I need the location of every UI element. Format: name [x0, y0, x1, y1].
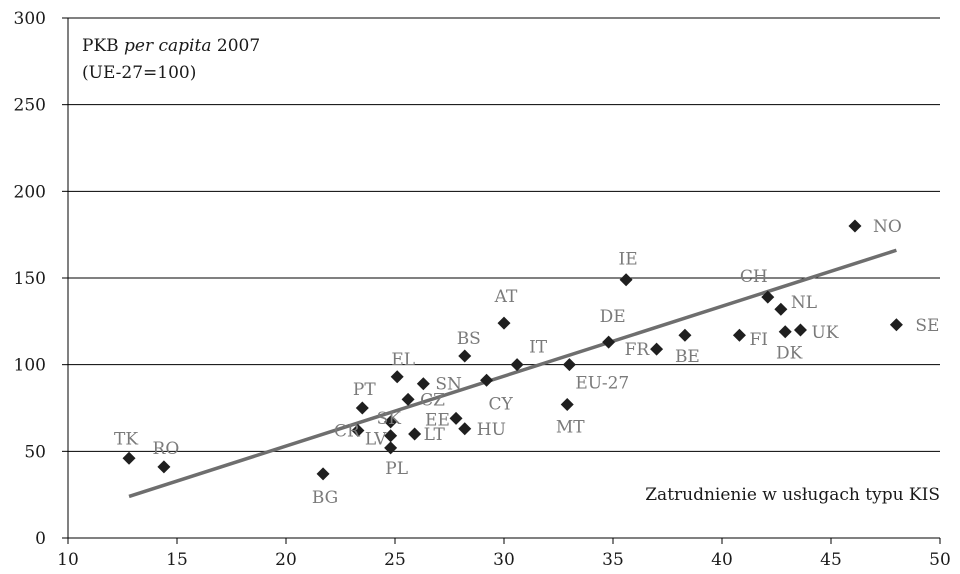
gridlines	[68, 17, 940, 452]
point-label-cr: CR	[334, 422, 361, 442]
point-at	[497, 316, 511, 330]
point-no	[848, 219, 862, 233]
point-label-at: AT	[494, 287, 518, 307]
trendline	[128, 248, 897, 499]
chart-title-main: PKB	[82, 36, 124, 56]
x-tick-label-25: 25	[384, 550, 406, 570]
point-label-pl: PL	[385, 459, 408, 479]
point-tk	[122, 451, 136, 465]
point-cr	[351, 424, 365, 438]
point-label-be: BE	[675, 347, 700, 367]
x-axis-label: Zatrudnienie w usługach typu KIS	[645, 485, 940, 505]
chart-title-italic: per capita	[124, 36, 211, 56]
point-label-ro: RO	[153, 439, 180, 459]
point-label-cz: CZ	[420, 390, 445, 410]
point-label-sk: SK	[377, 409, 402, 429]
point-sk	[384, 415, 398, 429]
point-cy	[480, 373, 494, 387]
point-cz	[401, 392, 415, 406]
y-tick-label-150: 150	[14, 269, 46, 289]
point-lv	[384, 429, 398, 443]
point-dk	[778, 325, 792, 339]
point-label-ie: IE	[619, 250, 638, 270]
point-de	[602, 335, 616, 349]
point-label-ee: EE	[425, 410, 450, 430]
point-label-eu-27: EU-27	[575, 374, 629, 394]
point-pt	[355, 401, 369, 415]
axes	[62, 17, 941, 544]
point-lt	[408, 427, 422, 441]
point-ch	[761, 290, 775, 304]
point-label-hu: HU	[477, 420, 506, 440]
point-fi	[732, 328, 746, 342]
point-label-uk: UK	[811, 323, 838, 343]
chart-title-year: 2007	[211, 36, 260, 56]
x-tick-label-10: 10	[57, 550, 79, 570]
point-label-bg: BG	[312, 488, 338, 508]
point-bs	[458, 349, 472, 363]
point-el	[390, 370, 404, 384]
point-pl	[384, 441, 398, 455]
chart-title: PKB per capita 2007	[82, 36, 260, 56]
point-label-se: SE	[915, 316, 939, 336]
point-ro	[157, 460, 171, 474]
x-tick-label-45: 45	[820, 550, 842, 570]
point-label-tk: TK	[114, 429, 138, 449]
trendline-layer	[128, 248, 897, 499]
point-label-nl: NL	[791, 293, 817, 313]
point-se	[889, 318, 903, 332]
point-label-bs: BS	[457, 329, 481, 349]
x-tick-label-35: 35	[602, 550, 624, 570]
point-uk	[793, 323, 807, 337]
point-label-dk: DK	[776, 344, 803, 364]
point-it	[510, 358, 524, 372]
point-label-pt: PT	[353, 380, 376, 400]
point-sn	[416, 377, 430, 391]
y-tick-label-50: 50	[24, 442, 46, 462]
y-tick-label-300: 300	[14, 9, 46, 29]
y-tick-label-0: 0	[35, 529, 46, 549]
x-tick-label-20: 20	[275, 550, 297, 570]
point-ee	[449, 411, 463, 425]
point-label-lt: LT	[424, 425, 446, 445]
point-label-lv: LV	[365, 430, 387, 450]
point-label-ch: CH	[740, 267, 768, 287]
chart-subtitle: (UE-27=100)	[82, 63, 196, 83]
point-hu	[458, 422, 472, 436]
point-bg	[316, 467, 330, 481]
x-tick-label-15: 15	[166, 550, 188, 570]
point-label-no: NO	[873, 217, 902, 237]
data-points	[122, 219, 903, 481]
point-eu-27	[562, 358, 576, 372]
point-ie	[619, 273, 633, 287]
y-tick-label-250: 250	[14, 96, 46, 116]
y-tick-label-100: 100	[14, 356, 46, 376]
tick-labels: 0 50 100 150 200 250 300 10 15 20 25 30 35 40 45 50	[14, 9, 951, 570]
point-mt	[560, 398, 574, 412]
x-tick-label-40: 40	[711, 550, 733, 570]
point-label-cy: CY	[488, 394, 513, 414]
point-be	[678, 328, 692, 342]
y-tick-label-200: 200	[14, 182, 46, 202]
point-label-sn: SN	[435, 375, 462, 395]
x-tick-label-50: 50	[929, 550, 951, 570]
point-label-it: IT	[529, 338, 548, 358]
point-label-fr: FR	[625, 340, 651, 360]
point-label-mt: MT	[556, 418, 585, 438]
x-tick-label-30: 30	[493, 550, 515, 570]
point-label-fi: FI	[749, 330, 768, 350]
point-fr	[650, 342, 664, 356]
point-label-de: DE	[600, 307, 626, 327]
point-nl	[774, 302, 788, 316]
point-label-el: EL	[391, 350, 415, 370]
